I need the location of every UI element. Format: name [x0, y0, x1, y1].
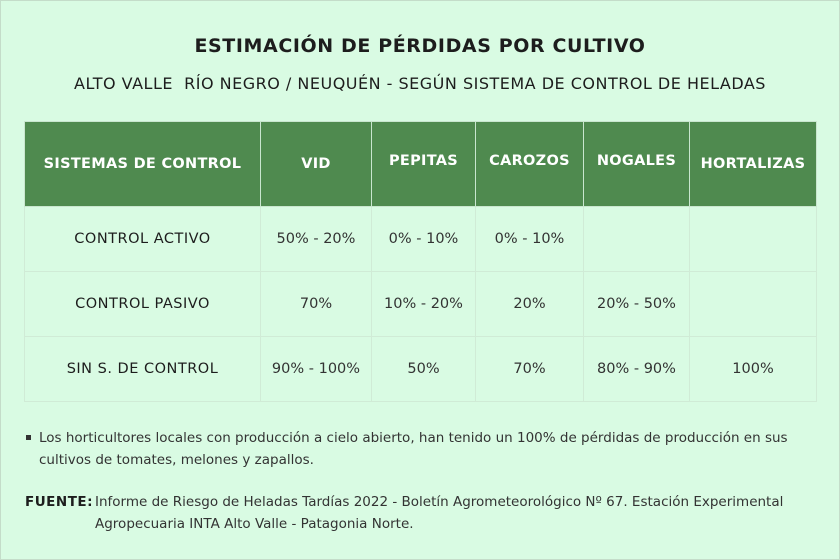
table-cell: 0% - 10% — [371, 206, 476, 272]
table-cell: 80% - 90% — [583, 336, 690, 402]
table-cell: 70% — [475, 336, 584, 402]
table-cell: 90% - 100% — [260, 336, 372, 402]
row-label: CONTROL PASIVO — [24, 271, 261, 337]
table-cell: 20% — [475, 271, 584, 337]
losses-table: SISTEMAS DE CONTROL VID PEPITAS CAROZOS … — [24, 121, 817, 402]
column-header-nogales: NOGALES — [583, 121, 690, 207]
page-title: ESTIMACIÓN DE PÉRDIDAS POR CULTIVO — [194, 35, 646, 57]
row-label: CONTROL ACTIVO — [24, 206, 261, 272]
row-label: SIN S. DE CONTROL — [24, 336, 261, 402]
source-label: FUENTE: — [25, 494, 94, 510]
table-row-sin-control: SIN S. DE CONTROL 90% - 100% 50% 70% 80%… — [24, 336, 817, 402]
source-text: Informe de Riesgo de Heladas Tardías 202… — [95, 494, 784, 532]
column-header-carozos: CAROZOS — [475, 121, 584, 207]
table-cell — [689, 271, 817, 337]
table-cell: 20% - 50% — [583, 271, 690, 337]
table-cell — [583, 206, 690, 272]
page-subtitle: ALTO VALLE RÍO NEGRO / NEUQUÉN - SEGÚN S… — [74, 74, 766, 93]
table-cell: 100% — [689, 336, 817, 402]
table-row-control-activo: CONTROL ACTIVO 50% - 20% 0% - 10% 0% - 1… — [24, 206, 817, 272]
table-cell: 50% — [371, 336, 476, 402]
table-cell: 10% - 20% — [371, 271, 476, 337]
source-citation: FUENTE: Informe de Riesgo de Heladas Tar… — [25, 491, 820, 535]
table-cell: 0% - 10% — [475, 206, 584, 272]
footnote-text: Los horticultores locales con producción… — [39, 430, 788, 468]
table-cell — [689, 206, 817, 272]
footnote: Los horticultores locales con producción… — [26, 427, 821, 471]
table-header-row: SISTEMAS DE CONTROL VID PEPITAS CAROZOS … — [24, 121, 817, 207]
table-cell: 50% - 20% — [260, 206, 372, 272]
table-row-control-pasivo: CONTROL PASIVO 70% 10% - 20% 20% 20% - 5… — [24, 271, 817, 337]
column-header-control-system: SISTEMAS DE CONTROL — [24, 121, 261, 207]
column-header-pepitas: PEPITAS — [371, 121, 476, 207]
column-header-hortalizas: HORTALIZAS — [689, 121, 817, 207]
table-cell: 70% — [260, 271, 372, 337]
column-header-vid: VID — [260, 121, 372, 207]
bullet-icon — [26, 435, 31, 440]
